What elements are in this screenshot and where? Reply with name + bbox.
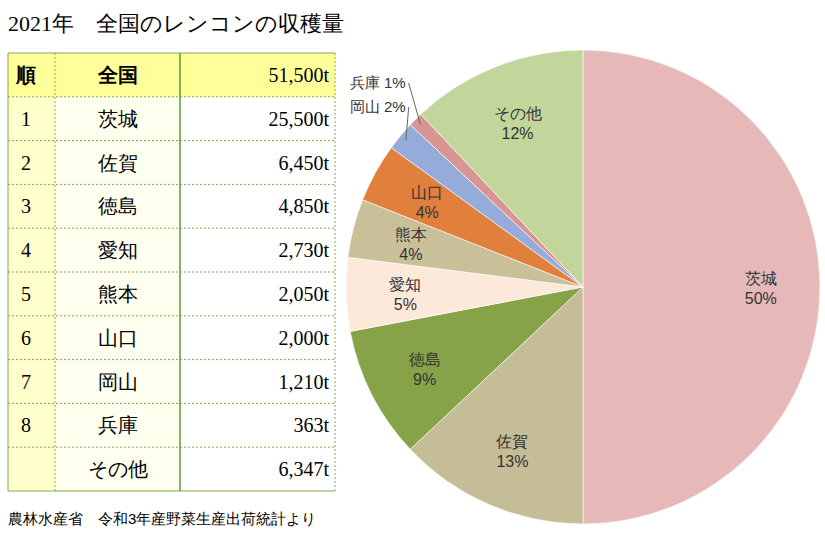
table-cell: 1 <box>21 108 31 130</box>
source-note: 農林水産省 令和3年産野菜生産出荷統計より <box>8 510 316 527</box>
title: 2021年 全国のレンコンの収穫量 <box>8 11 344 36</box>
table-cell: 51,500t <box>268 64 329 86</box>
table-row-line <box>8 184 335 185</box>
table-cell: その他 <box>88 458 148 480</box>
slice-value-label: 13% <box>496 453 528 470</box>
table-row-line <box>8 53 335 54</box>
slice-category-label: 徳島 <box>409 351 441 368</box>
slice-category-label: 岡山 <box>350 98 380 115</box>
name-col-bg <box>55 97 180 491</box>
table-cell: 佐賀 <box>98 152 138 174</box>
table-row-line <box>8 228 335 229</box>
table-row-line <box>8 272 335 273</box>
slice-value-label: 50% <box>745 290 777 307</box>
slice-value-label: 2% <box>384 98 406 115</box>
table-cell: 2 <box>21 152 31 174</box>
table-row-line <box>8 491 335 492</box>
slice-category-label: 兵庫 <box>350 74 380 91</box>
table-cell: 25,500t <box>268 108 329 130</box>
table-cell: 6,347t <box>278 458 329 480</box>
table-row-line <box>8 403 335 404</box>
table-col-line <box>55 53 56 491</box>
pie <box>346 50 820 524</box>
table-row-line <box>8 359 335 360</box>
table-col-line <box>179 53 181 491</box>
table-cell: 2,000t <box>278 327 329 349</box>
slice-value-label: 4% <box>416 204 439 221</box>
pie-slice <box>583 50 820 524</box>
header-bg <box>8 53 335 97</box>
table: 順 全国 51,500t 1 茨城 25,500t 2 佐賀 6,450t 3 徳島 4,850t 4 愛… <box>8 53 335 491</box>
slice-category-label: 佐賀 <box>496 433 528 450</box>
slice-value-label: 1% <box>384 74 406 91</box>
slice-value-label: 4% <box>399 246 422 263</box>
table-cell: 兵庫 <box>98 414 138 436</box>
pie-slice <box>421 50 583 287</box>
figure: 2021年 全国のレンコンの収穫量順 全国 51,500t 1 茨城 25,500t 2 佐賀… <box>0 0 825 538</box>
table-cell: 6,450t <box>278 152 329 174</box>
table-border <box>335 53 336 491</box>
pie-labels: 茨城 50% 佐賀 13% 徳島 9% 愛知 5% 熊本 4% 山口 4% その他 12% 岡山2%兵庫1% <box>350 74 777 470</box>
table-cell: 徳島 <box>98 195 138 217</box>
table-cell: 愛知 <box>98 239 138 261</box>
table-cell: 全国 <box>97 64 138 86</box>
table-row-line <box>8 96 335 97</box>
table-cell: 4 <box>21 239 31 261</box>
leader-line <box>409 83 421 124</box>
slice-category-label: 熊本 <box>395 226 427 243</box>
slice-category-label: 茨城 <box>745 270 777 287</box>
table-cell: 363t <box>293 414 329 436</box>
table-cell: 2,730t <box>278 239 329 261</box>
table-cell: 5 <box>21 283 31 305</box>
table-cell: 4,850t <box>278 195 329 217</box>
table-cell: 熊本 <box>98 283 138 305</box>
slice-category-label: 愛知 <box>389 276 421 293</box>
table-cell: 8 <box>21 414 31 436</box>
table-cell: 1,210t <box>278 371 329 393</box>
table-cell: 6 <box>21 327 31 349</box>
table-row-line <box>8 447 335 448</box>
table-cell: 2,050t <box>278 283 329 305</box>
slice-value-label: 9% <box>413 371 436 388</box>
slice-category-label: 山口 <box>411 184 443 201</box>
table-cell: 7 <box>21 371 31 393</box>
slice-value-label: 5% <box>394 296 417 313</box>
table-cell: 岡山 <box>98 371 138 393</box>
table-border <box>8 53 9 491</box>
rank-col-bg <box>8 97 55 491</box>
table-cell: 山口 <box>98 327 138 349</box>
table-cell: 茨城 <box>98 108 138 130</box>
leader-line <box>406 107 409 140</box>
table-cell: 3 <box>21 195 31 217</box>
table-row-line <box>8 140 335 141</box>
slice-value-label: 12% <box>502 125 534 142</box>
table-cell: 順 <box>15 64 36 86</box>
table-row-line <box>8 315 335 316</box>
slice-category-label: その他 <box>494 105 542 122</box>
